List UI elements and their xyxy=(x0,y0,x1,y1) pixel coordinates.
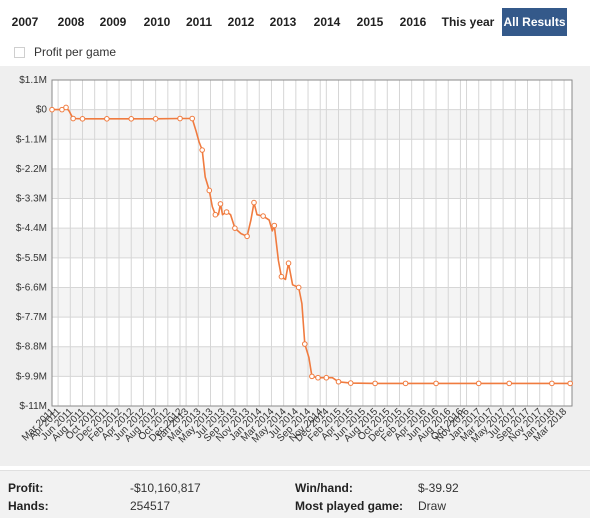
results-chart-panel: $1.1M $0 $-1.1M $-2.2M $-3.3M $-4.4M $-5.5M $-6… xyxy=(0,66,590,466)
tab-2010[interactable]: 2010 xyxy=(143,15,171,29)
data-point xyxy=(301,341,308,347)
data-point xyxy=(475,380,482,387)
y-tick-label: $-2.2M xyxy=(16,164,47,175)
y-tick-label: $1.1M xyxy=(19,75,47,86)
tab-2007[interactable]: 2007 xyxy=(11,15,39,29)
data-point xyxy=(549,380,555,387)
data-point xyxy=(315,374,321,381)
data-point xyxy=(70,115,76,122)
data-point xyxy=(372,380,378,387)
grid-band xyxy=(52,346,572,377)
data-point xyxy=(309,373,315,380)
tab-2012[interactable]: 2012 xyxy=(227,15,255,29)
data-point xyxy=(152,115,159,122)
tab-all-results[interactable]: All Results xyxy=(502,8,567,36)
data-point xyxy=(402,380,409,387)
plot-border xyxy=(51,79,573,407)
data-point xyxy=(128,115,135,122)
data-point xyxy=(212,211,219,218)
data-point xyxy=(433,380,439,387)
results-summary: Profit: -$10,160,817 Hands: 254517 Win/h… xyxy=(0,470,590,518)
tab-2014[interactable]: 2014 xyxy=(313,15,341,29)
data-point xyxy=(506,380,513,387)
most-played-game-label: Most played game: xyxy=(295,499,404,513)
grid-band xyxy=(52,168,572,199)
data-point xyxy=(347,380,354,386)
y-tick-label: $-6.6M xyxy=(16,282,47,293)
most-played-game-value: Draw xyxy=(418,499,447,513)
grid-band xyxy=(52,228,572,258)
profit-value: -$10,160,817 xyxy=(130,481,201,495)
tab-2011[interactable]: 2011 xyxy=(185,15,213,29)
y-tick-label: $-4.4M xyxy=(16,223,47,234)
data-point xyxy=(567,380,573,387)
data-point xyxy=(244,233,250,240)
y-tick-label: $-3.3M xyxy=(16,194,47,205)
tab-this-year[interactable]: This year xyxy=(441,15,495,29)
y-tick-label: $-5.5M xyxy=(16,253,47,264)
y-tick-label: $-8.8M xyxy=(16,342,47,353)
data-point xyxy=(260,213,266,219)
y-tick-label: $-11M xyxy=(19,401,47,412)
data-point xyxy=(223,209,230,215)
data-point xyxy=(335,378,342,385)
data-point xyxy=(189,115,196,122)
profit-per-game-checkbox[interactable] xyxy=(14,46,25,58)
win-per-hand-label: Win/hand: xyxy=(295,481,353,495)
tab-2016[interactable]: 2016 xyxy=(399,15,427,29)
data-point xyxy=(278,273,285,280)
data-point xyxy=(285,260,292,267)
data-point xyxy=(323,374,330,381)
data-point xyxy=(79,115,86,122)
grid-band xyxy=(52,109,572,140)
data-point xyxy=(295,284,302,291)
tab-2013[interactable]: 2013 xyxy=(269,15,297,29)
results-chart: $1.1M $0 $-1.1M $-2.2M $-3.3M $-4.4M $-5.5M $-6… xyxy=(16,75,573,445)
y-tick-label: $-1.1M xyxy=(16,134,47,145)
grid-band xyxy=(52,287,572,318)
profit-per-game-toggle[interactable]: Profit per game xyxy=(14,44,116,60)
data-point xyxy=(63,104,69,111)
win-per-hand-value: $-39.92 xyxy=(418,481,459,495)
data-point xyxy=(104,115,110,122)
data-point xyxy=(199,147,205,153)
y-tick-label: $-7.7M xyxy=(16,312,47,323)
year-tabs: 2007 2008 2009 2010 2011 2012 2013 2014 2015 2016… xyxy=(0,0,590,40)
data-point xyxy=(271,222,278,229)
data-point xyxy=(232,225,238,231)
tab-2008[interactable]: 2008 xyxy=(57,15,85,29)
tab-2015[interactable]: 2015 xyxy=(356,15,384,29)
y-tick-label: $-9.9M xyxy=(16,371,47,382)
data-point xyxy=(206,187,213,194)
tab-2009[interactable]: 2009 xyxy=(99,15,127,29)
profit-per-game-label: Profit per game xyxy=(34,45,117,59)
hands-value: 254517 xyxy=(130,499,171,513)
data-point xyxy=(177,115,183,122)
y-tick-label: $0 xyxy=(36,105,48,116)
data-point xyxy=(49,106,55,113)
data-point xyxy=(251,199,257,206)
profit-label: Profit: xyxy=(8,481,44,495)
data-point xyxy=(217,201,224,207)
hands-label: Hands: xyxy=(8,499,49,513)
